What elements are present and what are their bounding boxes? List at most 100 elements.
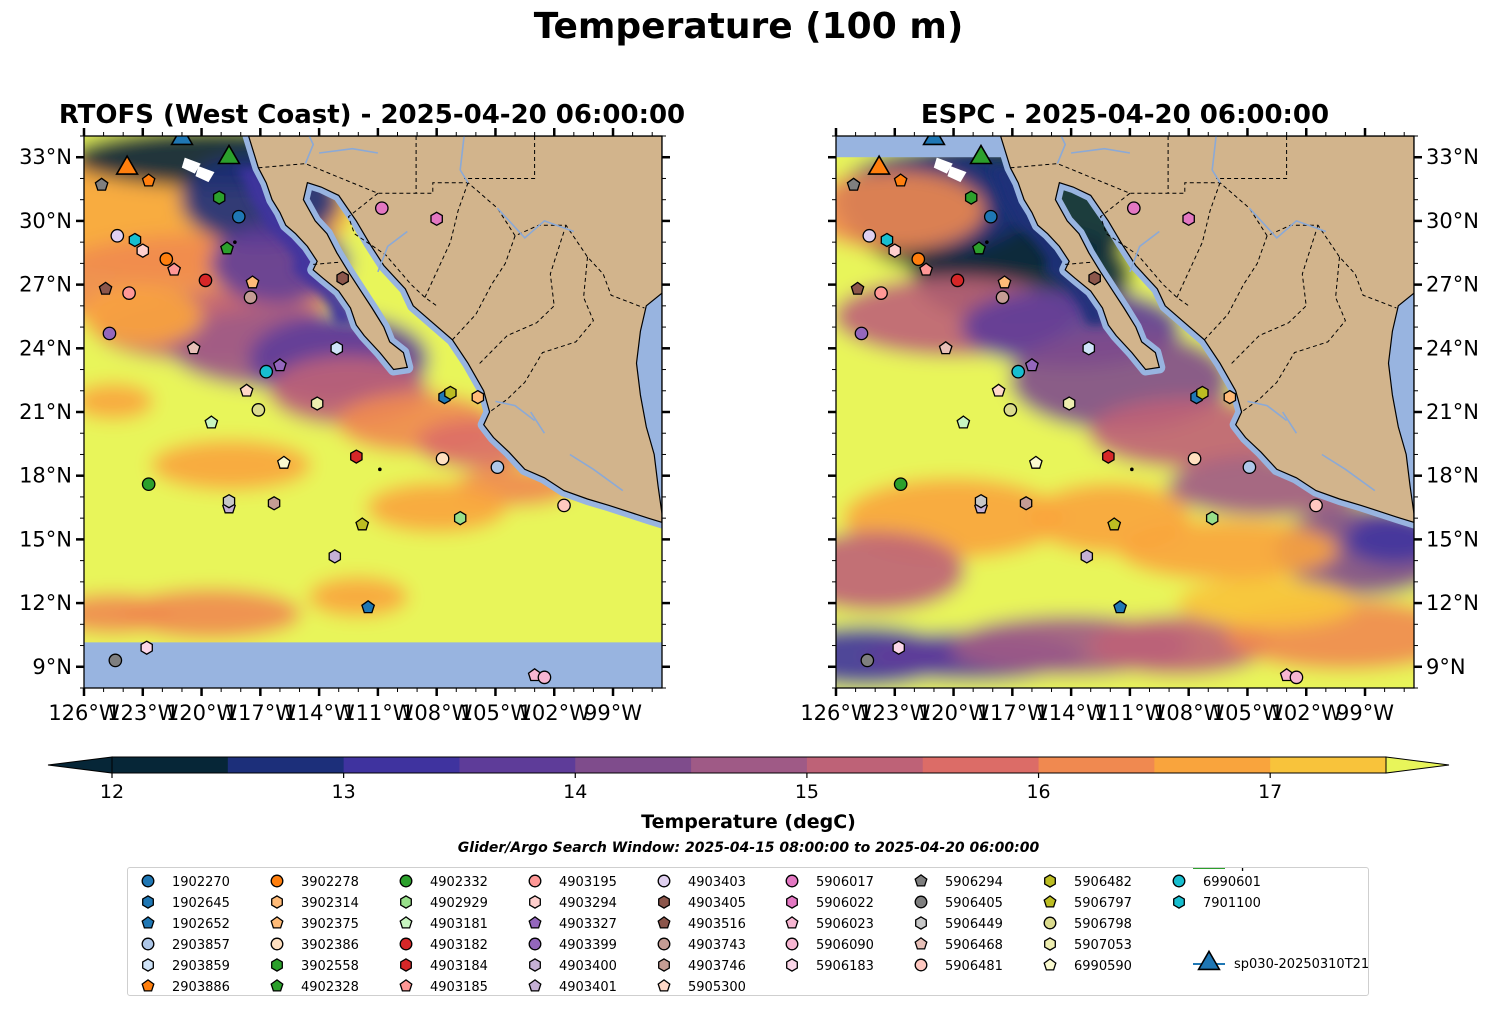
float-marker-2903859[interactable]	[1082, 341, 1096, 356]
float-marker-5905300[interactable]	[991, 383, 1006, 397]
float-marker-1902270[interactable]	[983, 209, 998, 224]
glider-marker-sp030-20250310T2101[interactable]	[922, 126, 946, 146]
glider-marker-sp036-20240905T1719[interactable]	[867, 154, 891, 175]
legend-label: 5906023	[816, 917, 874, 932]
float-marker-3902558[interactable]	[212, 190, 226, 205]
float-marker-5906482[interactable]	[1196, 385, 1209, 401]
float-marker-7901100[interactable]	[880, 232, 894, 248]
float-marker-4903516[interactable]	[98, 281, 113, 295]
float-marker-4903185[interactable]	[167, 262, 182, 276]
float-marker-5907053[interactable]	[1062, 396, 1076, 411]
float-marker-4903294[interactable]	[888, 243, 902, 258]
float-marker-5906294[interactable]	[846, 177, 861, 191]
float-marker-4903403[interactable]	[862, 228, 877, 243]
float-marker-5906482[interactable]	[444, 385, 457, 401]
float-marker-5906468[interactable]	[186, 340, 201, 355]
float-marker-3902278[interactable]	[911, 252, 926, 266]
glider-marker-sp041-20250224T1815[interactable]	[969, 143, 993, 165]
float-marker-6990601[interactable]	[1011, 364, 1026, 379]
float-marker-4902929[interactable]	[453, 510, 467, 526]
glider-marker-sp036-20240905T1719[interactable]	[115, 154, 139, 175]
float-marker-5906183[interactable]	[892, 640, 905, 655]
float-marker-4903181[interactable]	[956, 415, 971, 429]
float-marker-5906798[interactable]	[251, 403, 266, 417]
float-marker-4903181[interactable]	[204, 415, 219, 429]
float-marker-3902375[interactable]	[245, 275, 260, 289]
float-marker-4903184[interactable]	[1102, 449, 1115, 464]
legend-entry-4903403: 4903403	[657, 874, 746, 890]
float-marker-4903399[interactable]	[102, 326, 117, 341]
float-marker-4903746[interactable]	[1019, 496, 1033, 511]
float-marker-2903886[interactable]	[893, 173, 908, 187]
float-marker-2903859[interactable]	[330, 341, 344, 356]
float-marker-5906017[interactable]	[374, 201, 389, 216]
float-marker-6990590[interactable]	[1028, 455, 1043, 469]
float-marker-2903886[interactable]	[141, 173, 156, 187]
float-marker-5906481[interactable]	[1309, 498, 1323, 513]
float-marker-4903294[interactable]	[136, 243, 150, 258]
float-marker-5906797[interactable]	[1107, 517, 1122, 531]
float-marker-4903405[interactable]	[336, 270, 349, 286]
float-marker-4903184[interactable]	[350, 449, 363, 464]
float-marker-3902314[interactable]	[471, 389, 485, 405]
float-marker-2903857[interactable]	[1242, 460, 1257, 475]
float-marker-2903857[interactable]	[490, 460, 505, 475]
float-marker-5906405[interactable]	[108, 653, 123, 668]
float-marker-4903185[interactable]	[919, 262, 934, 276]
map-panel-espc[interactable]: 33°N 30°N 27°N 24°N 21°N 18°N 15°N 12°N 9°N 126°W…	[775, 116, 1479, 725]
float-marker-5906798[interactable]	[1003, 403, 1018, 417]
float-marker-4903195[interactable]	[874, 286, 888, 300]
float-marker-3902314[interactable]	[1223, 389, 1237, 405]
float-marker-5907053[interactable]	[310, 396, 324, 411]
float-marker-5906481[interactable]	[557, 498, 571, 513]
float-marker-5906449[interactable]	[222, 493, 236, 509]
float-marker-3902386[interactable]	[435, 451, 450, 466]
float-marker-4902929[interactable]	[1205, 510, 1219, 526]
float-marker-5906449[interactable]	[974, 493, 988, 509]
glider-marker-sp041-20250224T1815[interactable]	[217, 143, 241, 165]
float-marker-4903182[interactable]	[198, 273, 213, 288]
float-marker-4903403[interactable]	[110, 228, 125, 243]
float-marker-4903195[interactable]	[122, 286, 136, 300]
float-marker-5906022[interactable]	[1182, 211, 1195, 227]
float-marker-4902332[interactable]	[893, 477, 908, 492]
float-marker-5906294[interactable]	[94, 177, 109, 191]
float-marker-4903405[interactable]	[1088, 270, 1101, 286]
float-marker-5906183[interactable]	[140, 640, 153, 655]
float-marker-4902328[interactable]	[220, 241, 234, 255]
lon-tick-label: 108°W	[1153, 701, 1225, 725]
float-marker-4903182[interactable]	[950, 273, 965, 288]
float-marker-5906022[interactable]	[430, 211, 443, 227]
float-marker-6990601[interactable]	[259, 364, 274, 379]
float-marker-4903516[interactable]	[850, 281, 865, 295]
float-marker-5905300[interactable]	[239, 383, 254, 397]
float-marker-6990590[interactable]	[276, 455, 291, 469]
float-marker-1902270[interactable]	[231, 209, 246, 224]
float-marker-4903400[interactable]	[1080, 549, 1094, 564]
glider-marker-sp030-20250310T2101[interactable]	[170, 126, 194, 146]
float-marker-4903327[interactable]	[272, 357, 287, 372]
float-marker-4902328[interactable]	[972, 241, 986, 255]
float-marker-1902652[interactable]	[361, 599, 376, 614]
float-marker-4903746[interactable]	[267, 496, 281, 511]
float-marker-4903743[interactable]	[995, 290, 1010, 305]
float-marker-4902332[interactable]	[141, 477, 156, 492]
float-marker-5906017[interactable]	[1126, 201, 1141, 216]
float-marker-3902558[interactable]	[964, 190, 978, 205]
float-marker-5906468[interactable]	[938, 340, 953, 355]
legend-label: 5906405	[945, 896, 1003, 911]
float-marker-5906797[interactable]	[355, 517, 370, 531]
float-marker-4903743[interactable]	[243, 290, 258, 305]
float-marker-3902375[interactable]	[997, 275, 1012, 289]
float-marker-5906090[interactable]	[537, 670, 552, 685]
map-panel-rtofs[interactable]: 33°N 30°N 27°N 24°N 21°N 18°N 15°N 12°N 9°N 126°W…	[0, 116, 682, 725]
float-marker-3902278[interactable]	[159, 252, 174, 266]
float-marker-5906090[interactable]	[1289, 670, 1304, 685]
float-marker-7901100[interactable]	[128, 232, 142, 248]
float-marker-5906405[interactable]	[860, 653, 875, 668]
float-marker-4903399[interactable]	[854, 326, 869, 341]
float-marker-4903327[interactable]	[1024, 357, 1039, 372]
float-marker-1902652[interactable]	[1113, 599, 1128, 614]
float-marker-3902386[interactable]	[1187, 451, 1202, 466]
float-marker-4903400[interactable]	[328, 549, 342, 564]
